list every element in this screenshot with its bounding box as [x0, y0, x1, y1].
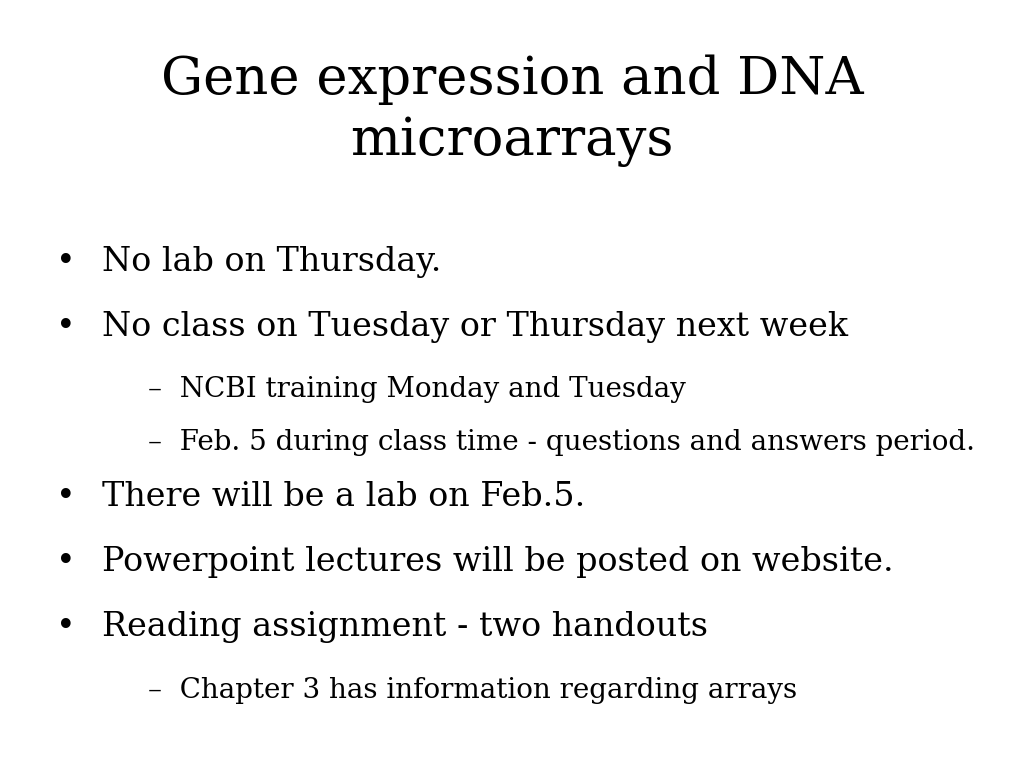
Text: –  Chapter 3 has information regarding arrays: – Chapter 3 has information regarding ar… — [148, 677, 798, 703]
Text: •: • — [56, 611, 76, 644]
Text: Reading assignment - two handouts: Reading assignment - two handouts — [102, 611, 709, 644]
Text: No lab on Thursday.: No lab on Thursday. — [102, 246, 441, 278]
Text: –  Feb. 5 during class time - questions and answers period.: – Feb. 5 during class time - questions a… — [148, 429, 976, 455]
Text: •: • — [56, 311, 76, 343]
Text: •: • — [56, 246, 76, 278]
Text: Gene expression and DNA
microarrays: Gene expression and DNA microarrays — [161, 54, 863, 167]
Text: There will be a lab on Feb.5.: There will be a lab on Feb.5. — [102, 481, 586, 513]
Text: Powerpoint lectures will be posted on website.: Powerpoint lectures will be posted on we… — [102, 546, 894, 578]
Text: •: • — [56, 481, 76, 513]
Text: •: • — [56, 546, 76, 578]
Text: No class on Tuesday or Thursday next week: No class on Tuesday or Thursday next wee… — [102, 311, 849, 343]
Text: –  NCBI training Monday and Tuesday: – NCBI training Monday and Tuesday — [148, 376, 686, 403]
